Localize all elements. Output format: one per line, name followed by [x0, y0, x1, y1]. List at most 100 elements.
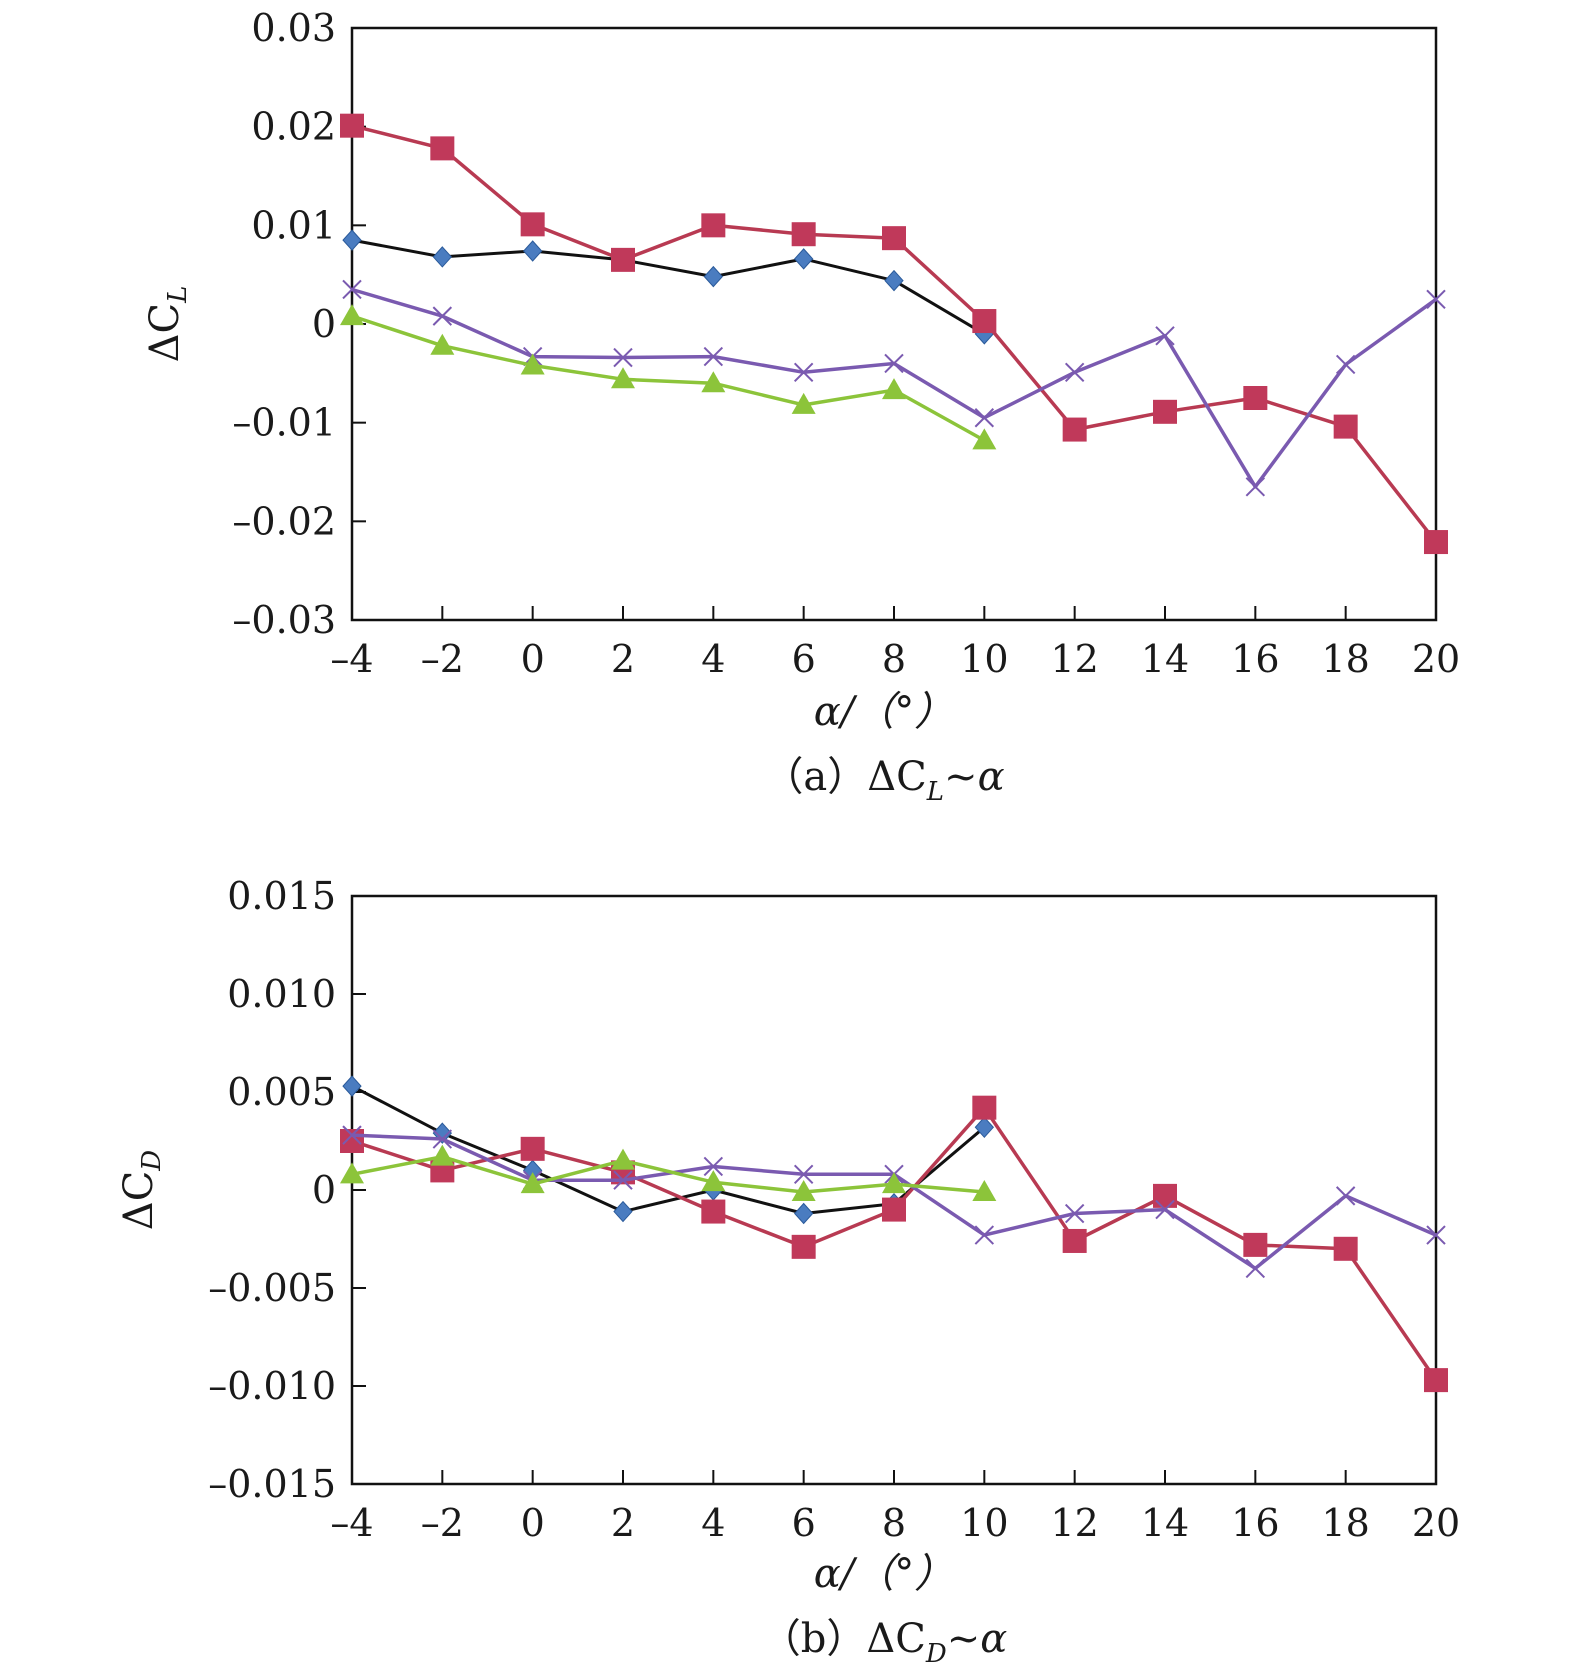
- series-red-square: [340, 1095, 1448, 1393]
- plot-frame: [350, 26, 1438, 622]
- data-point-triangle: [611, 1148, 635, 1170]
- data-point-x: [342, 1125, 362, 1145]
- y-tick-label: 0: [312, 1168, 336, 1212]
- data-point-x: [703, 1156, 724, 1177]
- data-point-square: [701, 213, 726, 238]
- data-point-square: [1062, 417, 1087, 442]
- data-point-square: [1333, 1236, 1358, 1261]
- data-point-x: [1335, 354, 1356, 375]
- data-point-square: [520, 212, 545, 237]
- x-tick-label: 20: [1412, 1501, 1460, 1545]
- data-point-x: [1245, 477, 1266, 497]
- y-tick-label: 0.03: [251, 6, 336, 50]
- x-tick-label: 6: [792, 637, 816, 681]
- data-point-diamond: [884, 269, 904, 292]
- data-point-triangle: [611, 367, 635, 389]
- data-point-square: [1243, 1232, 1268, 1257]
- y-axis-label: ΔCD: [116, 1150, 167, 1231]
- y-tick-label: 0.015: [227, 874, 336, 918]
- series-line: [351, 124, 1438, 544]
- data-point-square: [611, 247, 635, 272]
- x-tick-label: 8: [882, 1501, 906, 1545]
- x-axis-label: α/（°）: [814, 689, 955, 735]
- x-tick-label: –4: [330, 637, 373, 681]
- data-point-square: [701, 1199, 726, 1224]
- data-point-diamond: [793, 1202, 814, 1225]
- data-point-triangle: [340, 1162, 364, 1184]
- chart-panel-b: –0.015 –0.010 –0.005 0 0.005 0.010 0.015 –4 –2 0 2…: [116, 874, 1460, 1669]
- data-point-square: [791, 1234, 816, 1259]
- data-point-x: [974, 1225, 995, 1245]
- data-point-diamond: [522, 240, 543, 262]
- y-tick-label: –0.005: [208, 1266, 336, 1310]
- x-tick-label: –2: [421, 637, 464, 681]
- data-point-square: [1062, 1228, 1087, 1253]
- x-tick-label: 18: [1321, 1501, 1369, 1545]
- data-point-triangle: [701, 371, 726, 393]
- data-point-x: [613, 347, 633, 368]
- data-point-x: [703, 346, 724, 367]
- y-tick-label: –0.01: [232, 401, 336, 445]
- data-point-x: [793, 1164, 814, 1185]
- data-point-triangle: [882, 378, 906, 400]
- x-tick-label: 0: [521, 1501, 545, 1545]
- data-point-x: [1426, 289, 1446, 310]
- data-point-x: [342, 279, 362, 300]
- data-point-square: [882, 1197, 906, 1222]
- x-tick-label: 10: [960, 1501, 1008, 1545]
- data-point-x: [884, 353, 904, 374]
- data-point-x: [1064, 1203, 1085, 1224]
- data-point-triangle: [791, 392, 816, 414]
- x-tick-label: 2: [611, 1501, 635, 1545]
- data-point-triangle: [430, 1144, 455, 1166]
- data-point-square: [340, 113, 364, 138]
- x-tick-label: 14: [1141, 1501, 1189, 1545]
- x-tick-label: 12: [1050, 1501, 1098, 1545]
- data-point-x: [1426, 1225, 1446, 1245]
- series-line: [351, 1154, 985, 1194]
- panel-caption: （b）ΔCD~α: [761, 1616, 1008, 1669]
- x-axis-label: α/（°）: [814, 1551, 955, 1597]
- y-tick-label: 0.01: [251, 203, 336, 247]
- x-tick-label: 4: [701, 1501, 725, 1545]
- y-tick-label: 0: [312, 302, 336, 346]
- x-tick-label: –2: [421, 1501, 464, 1545]
- y-tick-label: 0.02: [251, 105, 336, 149]
- data-point-x: [432, 306, 453, 326]
- x-tick-label: 6: [792, 1501, 816, 1545]
- x-tick-label: 18: [1321, 637, 1369, 681]
- series-red-square: [340, 113, 1448, 555]
- data-point-square: [972, 309, 997, 334]
- x-tick-label: –4: [330, 1501, 373, 1545]
- data-point-x: [1245, 1258, 1266, 1279]
- data-point-square: [1424, 530, 1448, 555]
- data-point-square: [972, 1095, 997, 1120]
- data-point-square: [1153, 1183, 1177, 1208]
- data-point-x: [793, 362, 814, 383]
- data-point-triangle: [340, 304, 364, 326]
- data-point-diamond: [342, 229, 362, 251]
- data-point-square: [791, 222, 816, 247]
- series-line: [351, 238, 986, 336]
- series-line: [351, 314, 986, 442]
- data-point-x: [1335, 1186, 1356, 1206]
- series-green-triangle: [340, 1144, 997, 1201]
- data-point-triangle: [520, 353, 545, 375]
- x-tick-label: 12: [1050, 637, 1098, 681]
- y-tick-label: 0.005: [227, 1070, 336, 1114]
- data-point-square: [520, 1136, 545, 1161]
- data-point-diamond: [793, 248, 814, 270]
- series-line: [351, 1084, 986, 1215]
- data-point-square: [1333, 414, 1358, 439]
- data-point-triangle: [972, 428, 997, 450]
- y-tick-label: –0.010: [208, 1364, 336, 1408]
- data-point-x: [1155, 1199, 1175, 1220]
- x-tick-label: 10: [960, 637, 1008, 681]
- x-tick-label: 4: [701, 637, 725, 681]
- data-point-x: [613, 1170, 633, 1190]
- x-tick-label: 16: [1231, 637, 1279, 681]
- data-point-diamond: [703, 265, 724, 288]
- x-tick-label: 8: [882, 637, 906, 681]
- x-tick-label: 2: [611, 637, 635, 681]
- data-point-x: [1155, 326, 1175, 346]
